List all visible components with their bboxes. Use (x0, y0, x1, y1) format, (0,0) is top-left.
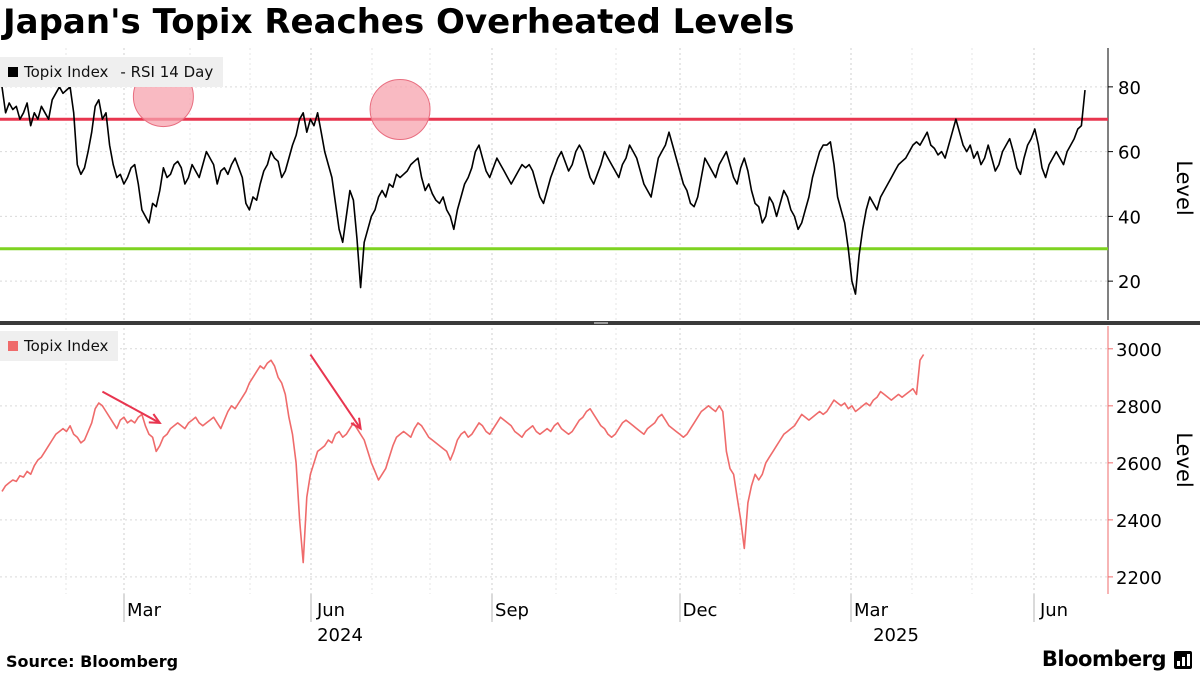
x-tick-label: Mar (854, 600, 889, 621)
arrow-head (148, 413, 162, 425)
rsi-legend-suffix: - RSI 14 Day (120, 63, 214, 81)
chart-title: Japan's Topix Reaches Overheated Levels (3, 2, 795, 42)
x-tick-label: Mar (127, 600, 162, 621)
topix-y-axis-label: Level (1172, 432, 1196, 487)
annotation-arrow (101, 390, 162, 425)
arrow-shaft (309, 353, 362, 430)
topix-y-tick-label: 2200 (1116, 568, 1162, 589)
x-tick-label: Dec (683, 600, 718, 621)
topix-y-tick-label: 2600 (1116, 454, 1162, 475)
topix-y-tick-label: 2400 (1116, 511, 1162, 532)
overbought-highlight-circle (369, 79, 431, 141)
topix-y-tick-label: 2800 (1116, 397, 1162, 418)
topix-series-line (1, 354, 925, 564)
rsi-legend-swatch (8, 67, 18, 77)
rsi-legend: Topix Index - RSI 14 Day (0, 57, 224, 87)
x-tick-label: Sep (495, 600, 529, 621)
rsi-legend-label: Topix Index (24, 63, 109, 81)
arrow-head (350, 417, 362, 431)
annotation-arrow (309, 353, 362, 431)
arrow-shaft (101, 390, 161, 424)
topix-legend-label: Topix Index (24, 337, 109, 355)
x-tick-label: Jun (1039, 600, 1068, 621)
panel-resize-handle (594, 322, 608, 324)
rsi-y-tick-label: 40 (1118, 207, 1141, 228)
rsi-y-tick-label: 80 (1118, 78, 1141, 99)
source-note: Source: Bloomberg (6, 652, 179, 671)
x-tick-label: Jun (316, 600, 345, 621)
topix-y-tick-label: 3000 (1116, 340, 1162, 361)
brand-logo: Bloomberg (1041, 647, 1167, 671)
bloomberg-terminal-icon (1174, 651, 1192, 669)
x-year-label: 2024 (317, 625, 363, 646)
x-year-label: 2025 (873, 625, 919, 646)
rsi-y-axis-label: Level (1172, 160, 1196, 215)
topix-legend: Topix Index (0, 331, 119, 361)
rsi-y-tick-label: 60 (1118, 143, 1141, 164)
rsi-y-tick-label: 20 (1118, 272, 1141, 293)
rsi-series-line (1, 86, 1086, 295)
topix-legend-swatch (8, 341, 18, 351)
